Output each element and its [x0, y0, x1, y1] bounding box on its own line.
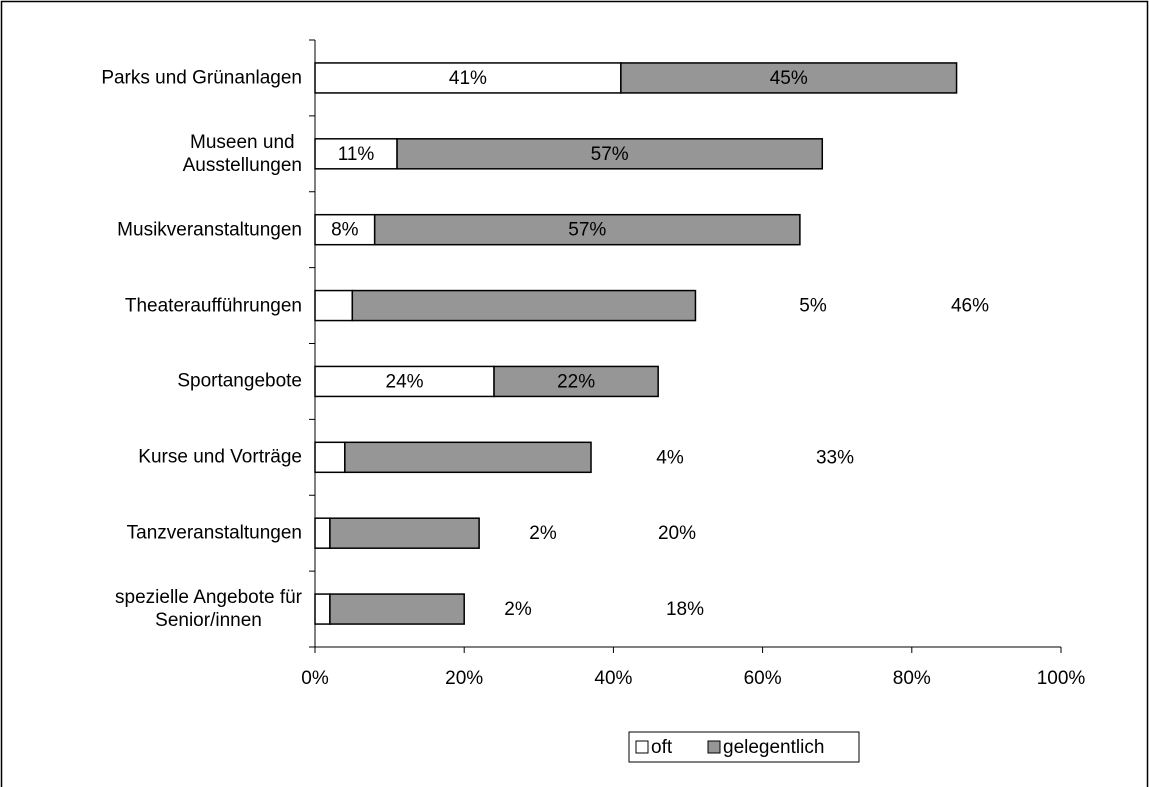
category-label: spezielle Angebote für Senior/innen	[115, 587, 302, 632]
bar-segment	[351, 289, 697, 322]
bar-segment	[314, 441, 346, 474]
x-tick-label: 0%	[301, 668, 329, 689]
bar-segment	[314, 289, 354, 322]
legend-label: oft	[651, 737, 673, 758]
bar-segment	[329, 593, 465, 625]
legend-label: gelegentlich	[723, 737, 824, 758]
data-label: 45%	[770, 68, 808, 89]
data-label: 46%	[951, 296, 989, 317]
data-label: 2%	[504, 599, 532, 620]
data-label: 24%	[386, 371, 424, 392]
legend-box	[628, 731, 860, 763]
data-label: 11%	[338, 144, 375, 165]
bar-segment	[329, 517, 480, 549]
data-label: 4%	[656, 447, 684, 468]
x-tick-label: 100%	[1037, 668, 1086, 689]
data-label: 33%	[816, 447, 854, 468]
bar-segment	[396, 138, 824, 170]
bar-segment	[344, 441, 592, 474]
x-tick-label: 20%	[445, 668, 483, 689]
data-label: 57%	[568, 220, 606, 241]
category-label: Museen und Ausstellungen	[182, 131, 302, 176]
data-label: 8%	[331, 220, 359, 241]
data-label: 2%	[529, 523, 557, 544]
category-label: Sportangebote	[177, 370, 302, 392]
bar-segment	[620, 62, 958, 94]
bar-segment	[493, 365, 659, 398]
category-label: Musikveranstaltungen	[117, 219, 302, 241]
x-tick-label: 80%	[893, 668, 931, 689]
legend-swatch	[635, 740, 649, 754]
data-label: 41%	[449, 68, 487, 89]
x-tick-label: 40%	[594, 668, 632, 689]
category-label: Parks und Grünanlagen	[101, 67, 302, 89]
data-label: 20%	[658, 523, 696, 544]
data-label: 22%	[557, 371, 595, 392]
category-label: Theateraufführungen	[124, 295, 302, 317]
bar-segment	[314, 593, 331, 625]
x-tick-label: 60%	[744, 668, 782, 689]
data-label: 18%	[666, 599, 704, 620]
legend-swatch	[707, 740, 721, 754]
data-label: 5%	[799, 296, 827, 317]
bar-segment	[373, 213, 801, 246]
category-label: Tanzveranstaltungen	[126, 522, 302, 544]
bar-segment	[314, 517, 331, 549]
category-label: Kurse und Vorträge	[138, 446, 302, 468]
data-label: 57%	[591, 144, 629, 165]
